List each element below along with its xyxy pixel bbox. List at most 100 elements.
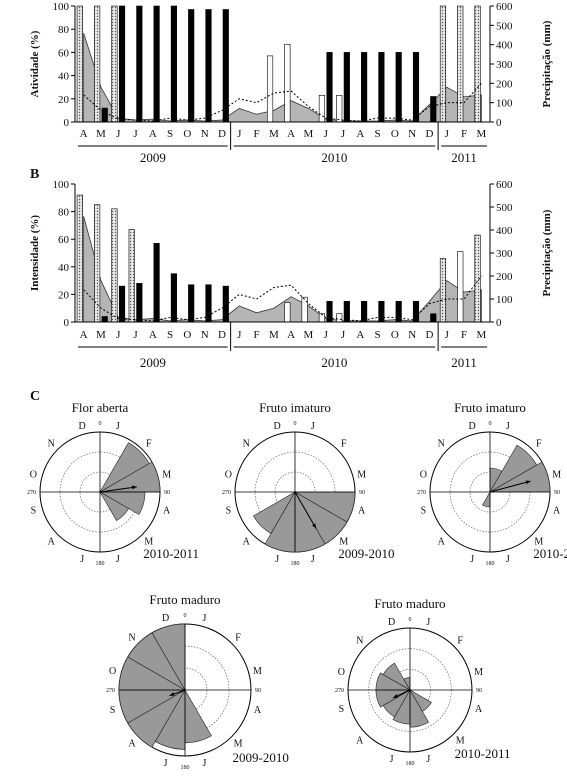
x-tick-label: J: [116, 329, 121, 341]
bar: [336, 95, 343, 123]
angle-label: 90: [476, 688, 482, 694]
y-tick-label: 0: [64, 117, 70, 129]
polar-title: Fruto imaturo: [259, 400, 331, 415]
x-tick-label: F: [254, 128, 260, 140]
angle-label: 90: [255, 688, 261, 694]
bar: [118, 5, 126, 123]
x-tick-label: M: [304, 128, 314, 140]
y2-tick-label: 500: [496, 20, 513, 32]
month-label: M: [534, 536, 543, 547]
polar-period: 2009-2010: [233, 750, 289, 765]
x-tick-label: M: [96, 329, 106, 341]
x-tick-label: J: [341, 329, 346, 341]
y2-tick-label: 0: [496, 317, 502, 329]
x-tick-label: N: [408, 128, 416, 140]
x-tick-label: D: [218, 329, 226, 341]
bar: [474, 5, 481, 123]
y-tick-label: 20: [58, 94, 70, 106]
month-label: N: [48, 439, 55, 450]
x-tick-label: O: [183, 128, 191, 140]
y2-tick-label: 300: [496, 248, 513, 260]
x-tick-label: J: [445, 128, 450, 140]
polar-period: 2010-2011: [533, 546, 567, 561]
y2-tick-label: 500: [496, 202, 513, 214]
bar: [457, 5, 464, 123]
y-tick-label: 60: [58, 234, 70, 246]
mean-vector-head: [393, 694, 399, 698]
polar-period: 2010-2011: [455, 746, 511, 761]
angle-label: 0: [489, 421, 492, 427]
angle-label: 0: [184, 613, 187, 619]
month-label: M: [552, 470, 561, 481]
x-tick-label: F: [461, 128, 467, 140]
wedge: [382, 662, 411, 691]
x-tick-label: F: [254, 329, 260, 341]
month-label: N: [356, 635, 363, 646]
angle-label: 270: [222, 490, 231, 496]
y2-tick-label: 400: [496, 40, 513, 52]
bar: [361, 300, 368, 323]
bar: [395, 52, 402, 123]
bar: [439, 258, 447, 323]
bar: [188, 9, 195, 123]
x-tick-label: D: [426, 128, 434, 140]
month-label: J: [275, 554, 279, 565]
month-label: O: [30, 470, 37, 481]
bar: [412, 52, 420, 123]
bar: [136, 283, 143, 323]
x-tick-label: N: [201, 128, 209, 140]
month-label: A: [356, 736, 364, 747]
y-tick-label: 0: [64, 317, 70, 329]
mean-vector-head: [525, 480, 531, 485]
y-tick-label: 100: [53, 179, 70, 191]
x-tick-label: F: [461, 329, 467, 341]
x-tick-label: S: [375, 329, 381, 341]
month-label: O: [109, 666, 116, 677]
bar: [412, 300, 420, 323]
year-label: 2009: [140, 355, 166, 370]
angle-label: 90: [359, 490, 365, 496]
x-tick-label: J: [324, 128, 329, 140]
angle-label: 180: [291, 561, 300, 567]
mean-vector-head: [312, 523, 316, 529]
year-label: 2011: [451, 355, 477, 370]
month-label: F: [341, 439, 347, 450]
y2-tick-label: 200: [496, 78, 513, 90]
bar: [76, 5, 83, 123]
month-label: M: [253, 666, 262, 677]
month-label: O: [420, 470, 427, 481]
bar: [153, 243, 160, 323]
year-label: 2011: [451, 150, 477, 165]
bar: [205, 9, 212, 123]
year-label: 2010: [321, 355, 347, 370]
month-label: A: [254, 705, 262, 716]
mean-vector: [489, 480, 531, 493]
x-tick-label: J: [133, 128, 138, 140]
angle-label: 0: [99, 421, 102, 427]
polar-title: Fruto maduro: [149, 592, 220, 607]
x-tick-label: M: [96, 128, 106, 140]
month-label: J: [164, 758, 168, 769]
x-tick-label: A: [149, 128, 157, 140]
bar: [326, 52, 333, 123]
month-label: F: [457, 635, 463, 646]
precipitation-area: [83, 216, 482, 323]
bar: [101, 107, 108, 123]
bar: [430, 96, 437, 123]
bar: [222, 285, 229, 323]
x-tick-label: J: [237, 128, 242, 140]
month-label: D: [162, 613, 169, 624]
month-label: M: [234, 739, 243, 750]
month-label: A: [243, 536, 251, 547]
month-label: M: [474, 667, 483, 678]
y2-tick-label: 400: [496, 225, 513, 237]
x-tick-label: J: [116, 128, 121, 140]
month-label: A: [358, 505, 366, 516]
month-label: M: [144, 536, 153, 547]
month-label: J: [470, 554, 474, 565]
bar: [395, 300, 402, 323]
month-label: F: [146, 439, 152, 450]
month-label: M: [339, 536, 348, 547]
panel-label: C: [30, 389, 40, 404]
